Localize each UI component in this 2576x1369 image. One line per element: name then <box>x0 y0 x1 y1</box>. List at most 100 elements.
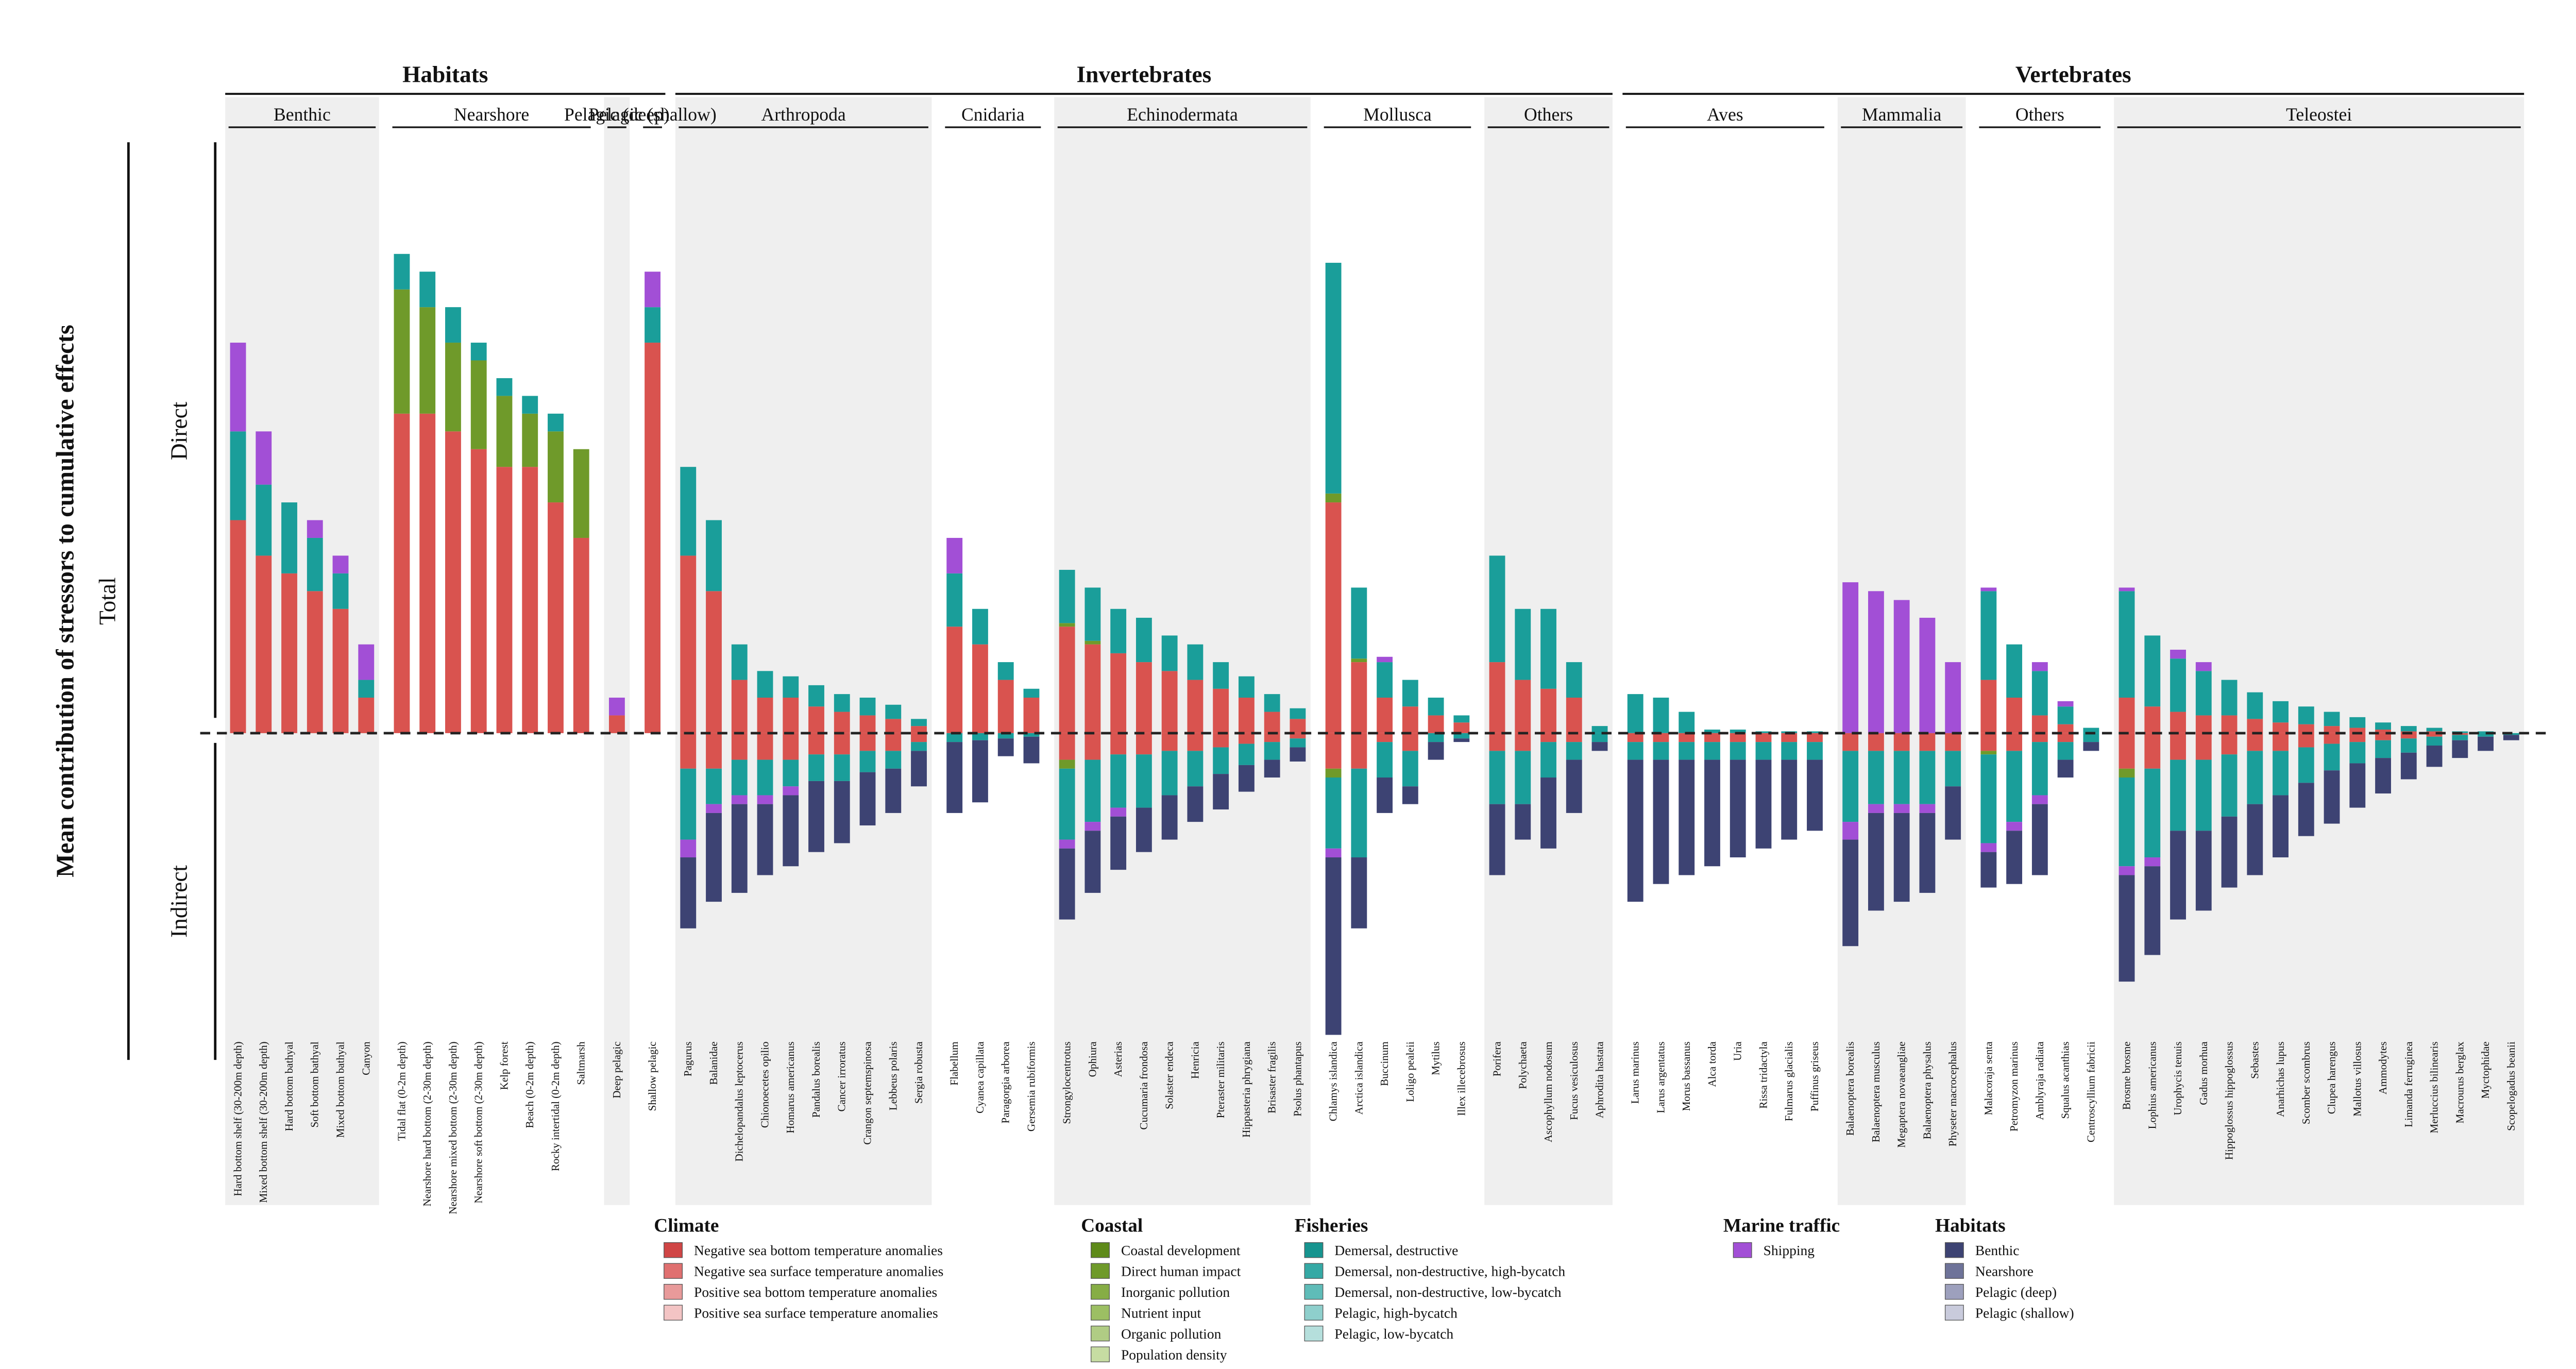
indirect-segment <box>1351 857 1367 928</box>
indirect-segment <box>1540 742 1556 778</box>
indirect-segment <box>2324 733 2340 744</box>
indirect-segment <box>997 733 1014 739</box>
panel-label: Others <box>2015 104 2064 125</box>
indirect-segment <box>1704 759 1720 867</box>
indirect-segment <box>1919 733 1936 751</box>
indirect-segment <box>1351 768 1367 858</box>
indirect-segment <box>1515 751 1531 804</box>
legend-label: Pelagic, low-bycatch <box>1334 1326 1453 1342</box>
indirect-segment <box>1945 733 1961 751</box>
direct-segment <box>1264 712 1280 733</box>
category-label: Tidal flat (0-2m depth) <box>395 1041 408 1141</box>
direct-segment <box>1325 493 1342 503</box>
direct-segment <box>1807 731 1823 733</box>
indirect-segment <box>911 742 927 751</box>
indirect-segment <box>1059 839 1075 849</box>
legend-swatch <box>1304 1325 1324 1342</box>
indirect-segment <box>1325 778 1342 849</box>
indirect-segment <box>2006 751 2023 822</box>
category-label: Henricia <box>1189 1041 1201 1079</box>
indirect-segment <box>972 740 988 803</box>
indirect-segment <box>2400 752 2417 780</box>
category-label: Fulmarus glacialis <box>1783 1041 1795 1121</box>
direct-segment <box>522 396 538 414</box>
indirect-segment <box>1627 733 1643 742</box>
legend-title: Climate <box>654 1215 719 1237</box>
category-label: Rissa tridactyla <box>1757 1041 1769 1109</box>
indirect-segment <box>885 733 902 751</box>
indirect-segment <box>1627 742 1643 760</box>
indirect-segment <box>1653 742 1669 760</box>
legend-swatch <box>1944 1305 1964 1321</box>
indirect-segment <box>1980 843 1997 852</box>
indirect-segment <box>1238 765 1255 792</box>
indirect-segment <box>2298 747 2314 783</box>
direct-segment <box>1213 662 1229 689</box>
direct-segment <box>358 680 375 698</box>
indirect-segment <box>1842 751 1859 822</box>
direct-segment <box>256 555 272 733</box>
panel-label: Echinodermata <box>1127 104 1238 125</box>
direct-segment <box>834 694 850 712</box>
indirect-segment <box>1919 751 1936 804</box>
direct-segment <box>946 537 963 573</box>
indirect-segment <box>2349 742 2366 764</box>
direct-segment <box>645 343 661 733</box>
category-label: Pteraster militaris <box>1214 1041 1227 1118</box>
legend-label: Positive sea surface temperature anomali… <box>694 1305 938 1321</box>
direct-segment <box>2031 715 2048 733</box>
indirect-segment <box>2057 733 2074 742</box>
indirect-segment <box>2426 745 2443 767</box>
direct-segment <box>2349 728 2366 733</box>
category-label: Ammodytes <box>2377 1041 2389 1094</box>
category-label: Solaster endeca <box>1163 1041 1176 1109</box>
category-label: Kelp forest <box>498 1041 510 1090</box>
direct-segment <box>1351 658 1367 663</box>
indirect-segment <box>1059 848 1075 920</box>
indirect-segment <box>1377 742 1393 778</box>
indirect-segment <box>2006 822 2023 831</box>
indirect-segment <box>911 751 927 787</box>
direct-segment <box>1566 697 1582 733</box>
direct-segment <box>1980 680 1997 733</box>
direct-segment <box>470 360 487 449</box>
indirect-segment <box>2057 759 2074 778</box>
direct-segment <box>2031 671 2048 716</box>
indirect-segment <box>2478 736 2494 751</box>
direct-segment <box>680 555 697 733</box>
indirect-segment <box>1453 738 1470 742</box>
direct-segment <box>1059 627 1075 733</box>
direct-segment <box>1428 715 1444 733</box>
indirect-segment <box>2298 733 2314 748</box>
indirect-segment <box>1161 751 1178 796</box>
legend-swatch <box>1304 1283 1324 1300</box>
legend-swatch <box>1304 1242 1324 1258</box>
legend-swatch <box>1944 1283 1964 1300</box>
direct-segment <box>1325 502 1342 733</box>
indirect-segment <box>1264 733 1280 742</box>
indirect-segment <box>2170 831 2186 920</box>
direct-segment <box>256 431 272 485</box>
direct-segment <box>1264 694 1280 712</box>
indirect-segment <box>1453 733 1470 739</box>
direct-segment <box>1110 653 1127 733</box>
indirect-segment <box>1110 733 1127 755</box>
indirect-segment <box>2400 733 2417 739</box>
category-label: Nearshore soft bottom (2-30m depth) <box>472 1041 485 1203</box>
direct-segment <box>997 680 1014 733</box>
category-label: Shallow pelagic <box>646 1041 658 1111</box>
indirect-segment <box>2273 751 2289 796</box>
indirect-segment <box>1059 759 1075 769</box>
indirect-segment <box>1842 733 1859 751</box>
direct-segment <box>2119 587 2135 591</box>
indirect-segment <box>1187 751 1204 787</box>
direct-segment <box>2144 635 2161 707</box>
direct-segment <box>445 343 461 432</box>
indirect-segment <box>946 733 963 742</box>
legend-label: Positive sea bottom temperature anomalie… <box>694 1284 937 1300</box>
legend-title: Fisheries <box>1295 1215 1368 1237</box>
category-label: Mixed bottom bathyal <box>334 1041 346 1138</box>
indirect-segment <box>1187 733 1204 751</box>
indirect-segment <box>1945 786 1961 840</box>
panel-label: Benthic <box>274 104 331 125</box>
